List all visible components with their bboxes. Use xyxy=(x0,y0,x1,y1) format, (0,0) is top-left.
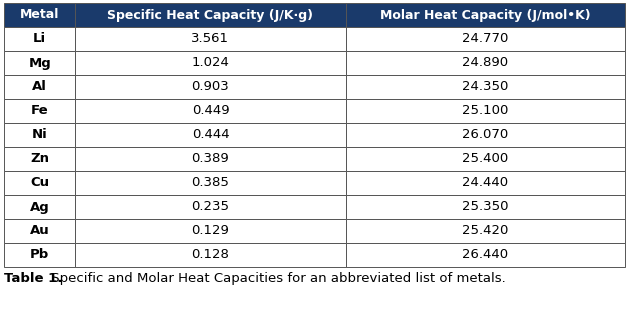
Bar xyxy=(75,3,345,27)
Text: Ni: Ni xyxy=(32,129,48,142)
Bar xyxy=(75,195,345,219)
Text: Zn: Zn xyxy=(30,152,49,166)
Text: 25.350: 25.350 xyxy=(462,201,508,213)
Bar xyxy=(75,51,345,75)
Text: Cu: Cu xyxy=(30,176,49,189)
Text: 24.770: 24.770 xyxy=(462,33,508,46)
Bar xyxy=(4,123,75,147)
Bar xyxy=(345,27,625,51)
Text: 24.350: 24.350 xyxy=(462,80,508,93)
Text: 24.890: 24.890 xyxy=(462,56,508,70)
Bar xyxy=(75,99,345,123)
Text: 1.024: 1.024 xyxy=(192,56,230,70)
Text: 25.100: 25.100 xyxy=(462,105,508,117)
Text: Pb: Pb xyxy=(30,249,49,262)
Bar xyxy=(4,195,75,219)
Text: 0.449: 0.449 xyxy=(192,105,230,117)
Bar xyxy=(345,75,625,99)
Text: 26.440: 26.440 xyxy=(462,249,508,262)
Bar xyxy=(345,147,625,171)
Bar xyxy=(4,147,75,171)
Bar xyxy=(75,123,345,147)
Text: 0.128: 0.128 xyxy=(192,249,230,262)
Text: 24.440: 24.440 xyxy=(462,176,508,189)
Text: 0.385: 0.385 xyxy=(192,176,230,189)
Text: Metal: Metal xyxy=(20,9,59,21)
Bar xyxy=(75,27,345,51)
Bar xyxy=(345,123,625,147)
Text: Al: Al xyxy=(32,80,47,93)
Text: Molar Heat Capacity (J/mol•K): Molar Heat Capacity (J/mol•K) xyxy=(380,9,591,21)
Bar xyxy=(4,27,75,51)
Bar xyxy=(345,99,625,123)
Text: Li: Li xyxy=(33,33,47,46)
Text: Mg: Mg xyxy=(28,56,51,70)
Bar xyxy=(345,171,625,195)
Bar xyxy=(4,99,75,123)
Bar xyxy=(4,75,75,99)
Text: Specific Heat Capacity (J/K·g): Specific Heat Capacity (J/K·g) xyxy=(108,9,313,21)
Text: Specific and Molar Heat Capacities for an abbreviated list of metals.: Specific and Molar Heat Capacities for a… xyxy=(47,272,506,285)
Bar xyxy=(4,219,75,243)
Bar xyxy=(75,171,345,195)
Text: 0.129: 0.129 xyxy=(192,225,230,238)
Bar xyxy=(345,3,625,27)
Bar xyxy=(345,219,625,243)
Text: 0.903: 0.903 xyxy=(192,80,230,93)
Bar xyxy=(75,243,345,267)
Bar xyxy=(345,51,625,75)
Bar xyxy=(4,3,75,27)
Bar xyxy=(75,147,345,171)
Text: 0.235: 0.235 xyxy=(191,201,230,213)
Bar xyxy=(345,195,625,219)
Text: Fe: Fe xyxy=(31,105,48,117)
Text: 3.561: 3.561 xyxy=(191,33,230,46)
Text: Au: Au xyxy=(30,225,50,238)
Text: 0.444: 0.444 xyxy=(192,129,230,142)
Bar xyxy=(4,171,75,195)
Text: 25.400: 25.400 xyxy=(462,152,508,166)
Text: 26.070: 26.070 xyxy=(462,129,508,142)
Text: Ag: Ag xyxy=(30,201,50,213)
Bar xyxy=(75,75,345,99)
Text: Table 1.: Table 1. xyxy=(4,272,62,285)
Bar xyxy=(345,243,625,267)
Bar xyxy=(4,51,75,75)
Text: 25.420: 25.420 xyxy=(462,225,508,238)
Text: 0.389: 0.389 xyxy=(192,152,230,166)
Bar xyxy=(4,243,75,267)
Bar xyxy=(75,219,345,243)
